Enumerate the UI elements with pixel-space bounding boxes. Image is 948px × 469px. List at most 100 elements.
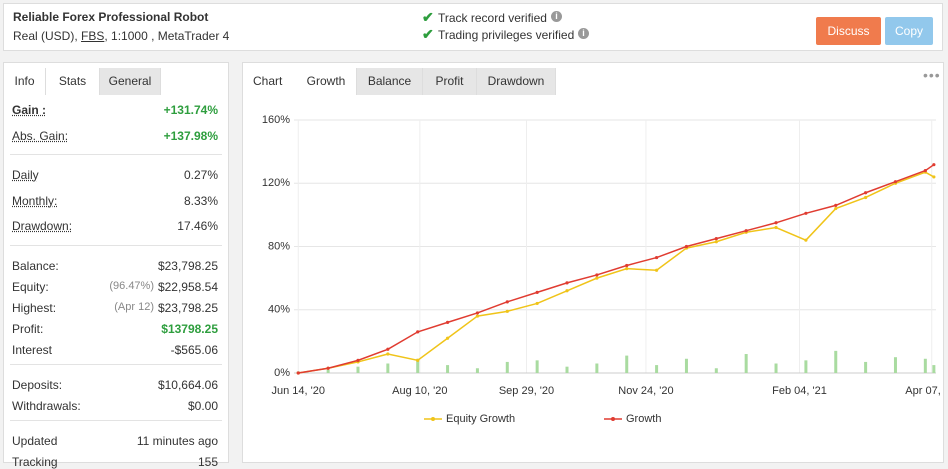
header: Reliable Forex Professional Robot Real (… [3, 3, 943, 51]
x-tick-label: Feb 04, '21 [772, 385, 827, 397]
point [625, 263, 629, 268]
discuss-button[interactable]: Discuss [816, 17, 881, 45]
stat-value: 155 [197, 454, 218, 469]
tab[interactable]: Profit [423, 68, 477, 95]
stat-value: $0.00 [187, 398, 218, 413]
tab[interactable]: Info [4, 68, 46, 95]
bar [932, 365, 936, 373]
stat-label: Tracking [12, 454, 58, 469]
info-icon[interactable]: i [578, 28, 589, 39]
point [714, 236, 718, 241]
stat-label: Daily [12, 168, 39, 182]
account: Real (USD), [13, 29, 78, 43]
stat-label: Balance: [12, 258, 59, 273]
point [445, 320, 450, 324]
tab[interactable]: Stats [46, 68, 100, 95]
point [744, 229, 748, 233]
bar [774, 363, 778, 373]
bar [804, 360, 808, 373]
point [654, 268, 659, 272]
stat-label: Drawdown: [12, 219, 73, 233]
point [296, 371, 300, 375]
broker[interactable]: FBS [81, 29, 105, 43]
stat-value: +131.74% [163, 103, 218, 117]
point [932, 175, 936, 179]
bar [416, 358, 420, 373]
series-line [298, 171, 935, 374]
stat-value: +137.98% [163, 128, 218, 143]
point [535, 301, 539, 306]
separator [10, 419, 222, 421]
point [505, 300, 509, 304]
bar [326, 369, 330, 373]
point [804, 211, 808, 215]
point [595, 276, 599, 280]
bar [864, 361, 868, 373]
point [565, 281, 569, 285]
legend-swatch [611, 417, 615, 421]
copy-button[interactable]: Copy [885, 17, 933, 45]
point [684, 244, 689, 249]
stat-label: Highest: [12, 300, 57, 315]
stat-label: Abs. Gain: [12, 128, 69, 143]
bar [684, 358, 688, 373]
bar [475, 368, 479, 373]
chart-panel: ••• 0% 40% 80% 120% 160% Jun 14, '20 Aug 10, '… [242, 62, 944, 463]
stat-note: (96.47%) [109, 279, 154, 292]
stat-label: Profit: [12, 321, 44, 336]
point [893, 180, 898, 184]
point [923, 169, 927, 173]
title: Reliable Forex Professional Robot [13, 10, 209, 24]
stat-note: (Apr 12) [114, 300, 154, 313]
tab[interactable]: Balance [357, 68, 423, 95]
subtitle: Real (USD), FBS, 1:1000 , MetaTrader 4 [13, 29, 229, 43]
separator [10, 363, 222, 365]
check-icon: ✔ [422, 9, 434, 25]
bar [356, 366, 360, 373]
bar [505, 361, 509, 373]
info-icon[interactable]: i [551, 11, 562, 22]
point [386, 347, 390, 351]
stat-value: $10,664.06 [157, 377, 218, 392]
tab[interactable]: General [100, 68, 161, 95]
bar [923, 358, 927, 373]
stat-value: $23,798.25 [157, 300, 218, 315]
point [416, 330, 420, 334]
point [774, 221, 778, 225]
legend-label: Growth [626, 413, 661, 425]
bar [386, 363, 390, 373]
point [445, 336, 450, 340]
verification: Track record verified [438, 11, 547, 25]
point [804, 238, 808, 242]
point [714, 240, 718, 244]
point [834, 206, 838, 211]
chart-tab-label: Chart [253, 74, 283, 88]
stat-label: Interest [12, 342, 53, 357]
point [625, 267, 629, 271]
stat-label: Gain : [12, 103, 47, 117]
point [505, 309, 509, 313]
menu-dots[interactable]: ••• [923, 67, 941, 83]
legend-label: Equity Growth [446, 413, 515, 425]
bar [625, 355, 629, 373]
point [475, 311, 480, 315]
stat-label: Updated [12, 433, 58, 448]
bar [565, 366, 569, 373]
stat-value: $23,798.25 [157, 258, 218, 273]
stat-value: 11 minutes ago [136, 433, 218, 448]
y-tick-label: 40% [268, 304, 290, 316]
stat-value: $13798.25 [161, 321, 218, 336]
check-icon: ✔ [422, 26, 434, 42]
y-tick-label: 160% [262, 114, 290, 126]
stat-label: Equity: [12, 279, 49, 294]
stat-label: Monthly: [12, 193, 58, 208]
x-tick-label: Aug 10, '20 [392, 385, 447, 397]
stat-value: -$565.06 [170, 342, 218, 357]
tab[interactable]: Growth [296, 68, 357, 95]
tab[interactable]: Drawdown [477, 68, 556, 95]
y-tick-label: 80% [268, 240, 290, 252]
details: , 1:1000 , MetaTrader 4 [104, 29, 230, 43]
stat-value: 17.46% [177, 219, 218, 233]
point [834, 203, 838, 207]
